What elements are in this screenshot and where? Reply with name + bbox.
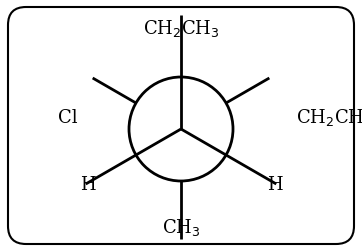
FancyBboxPatch shape — [8, 8, 354, 244]
Text: Cl: Cl — [58, 109, 78, 127]
Text: H: H — [80, 175, 96, 193]
Text: CH$_2$CH$_3$: CH$_2$CH$_3$ — [296, 107, 362, 128]
Text: CH$_2$CH$_3$: CH$_2$CH$_3$ — [143, 17, 219, 38]
Text: H: H — [267, 175, 283, 193]
Circle shape — [129, 78, 233, 181]
Text: CH$_3$: CH$_3$ — [162, 217, 200, 238]
